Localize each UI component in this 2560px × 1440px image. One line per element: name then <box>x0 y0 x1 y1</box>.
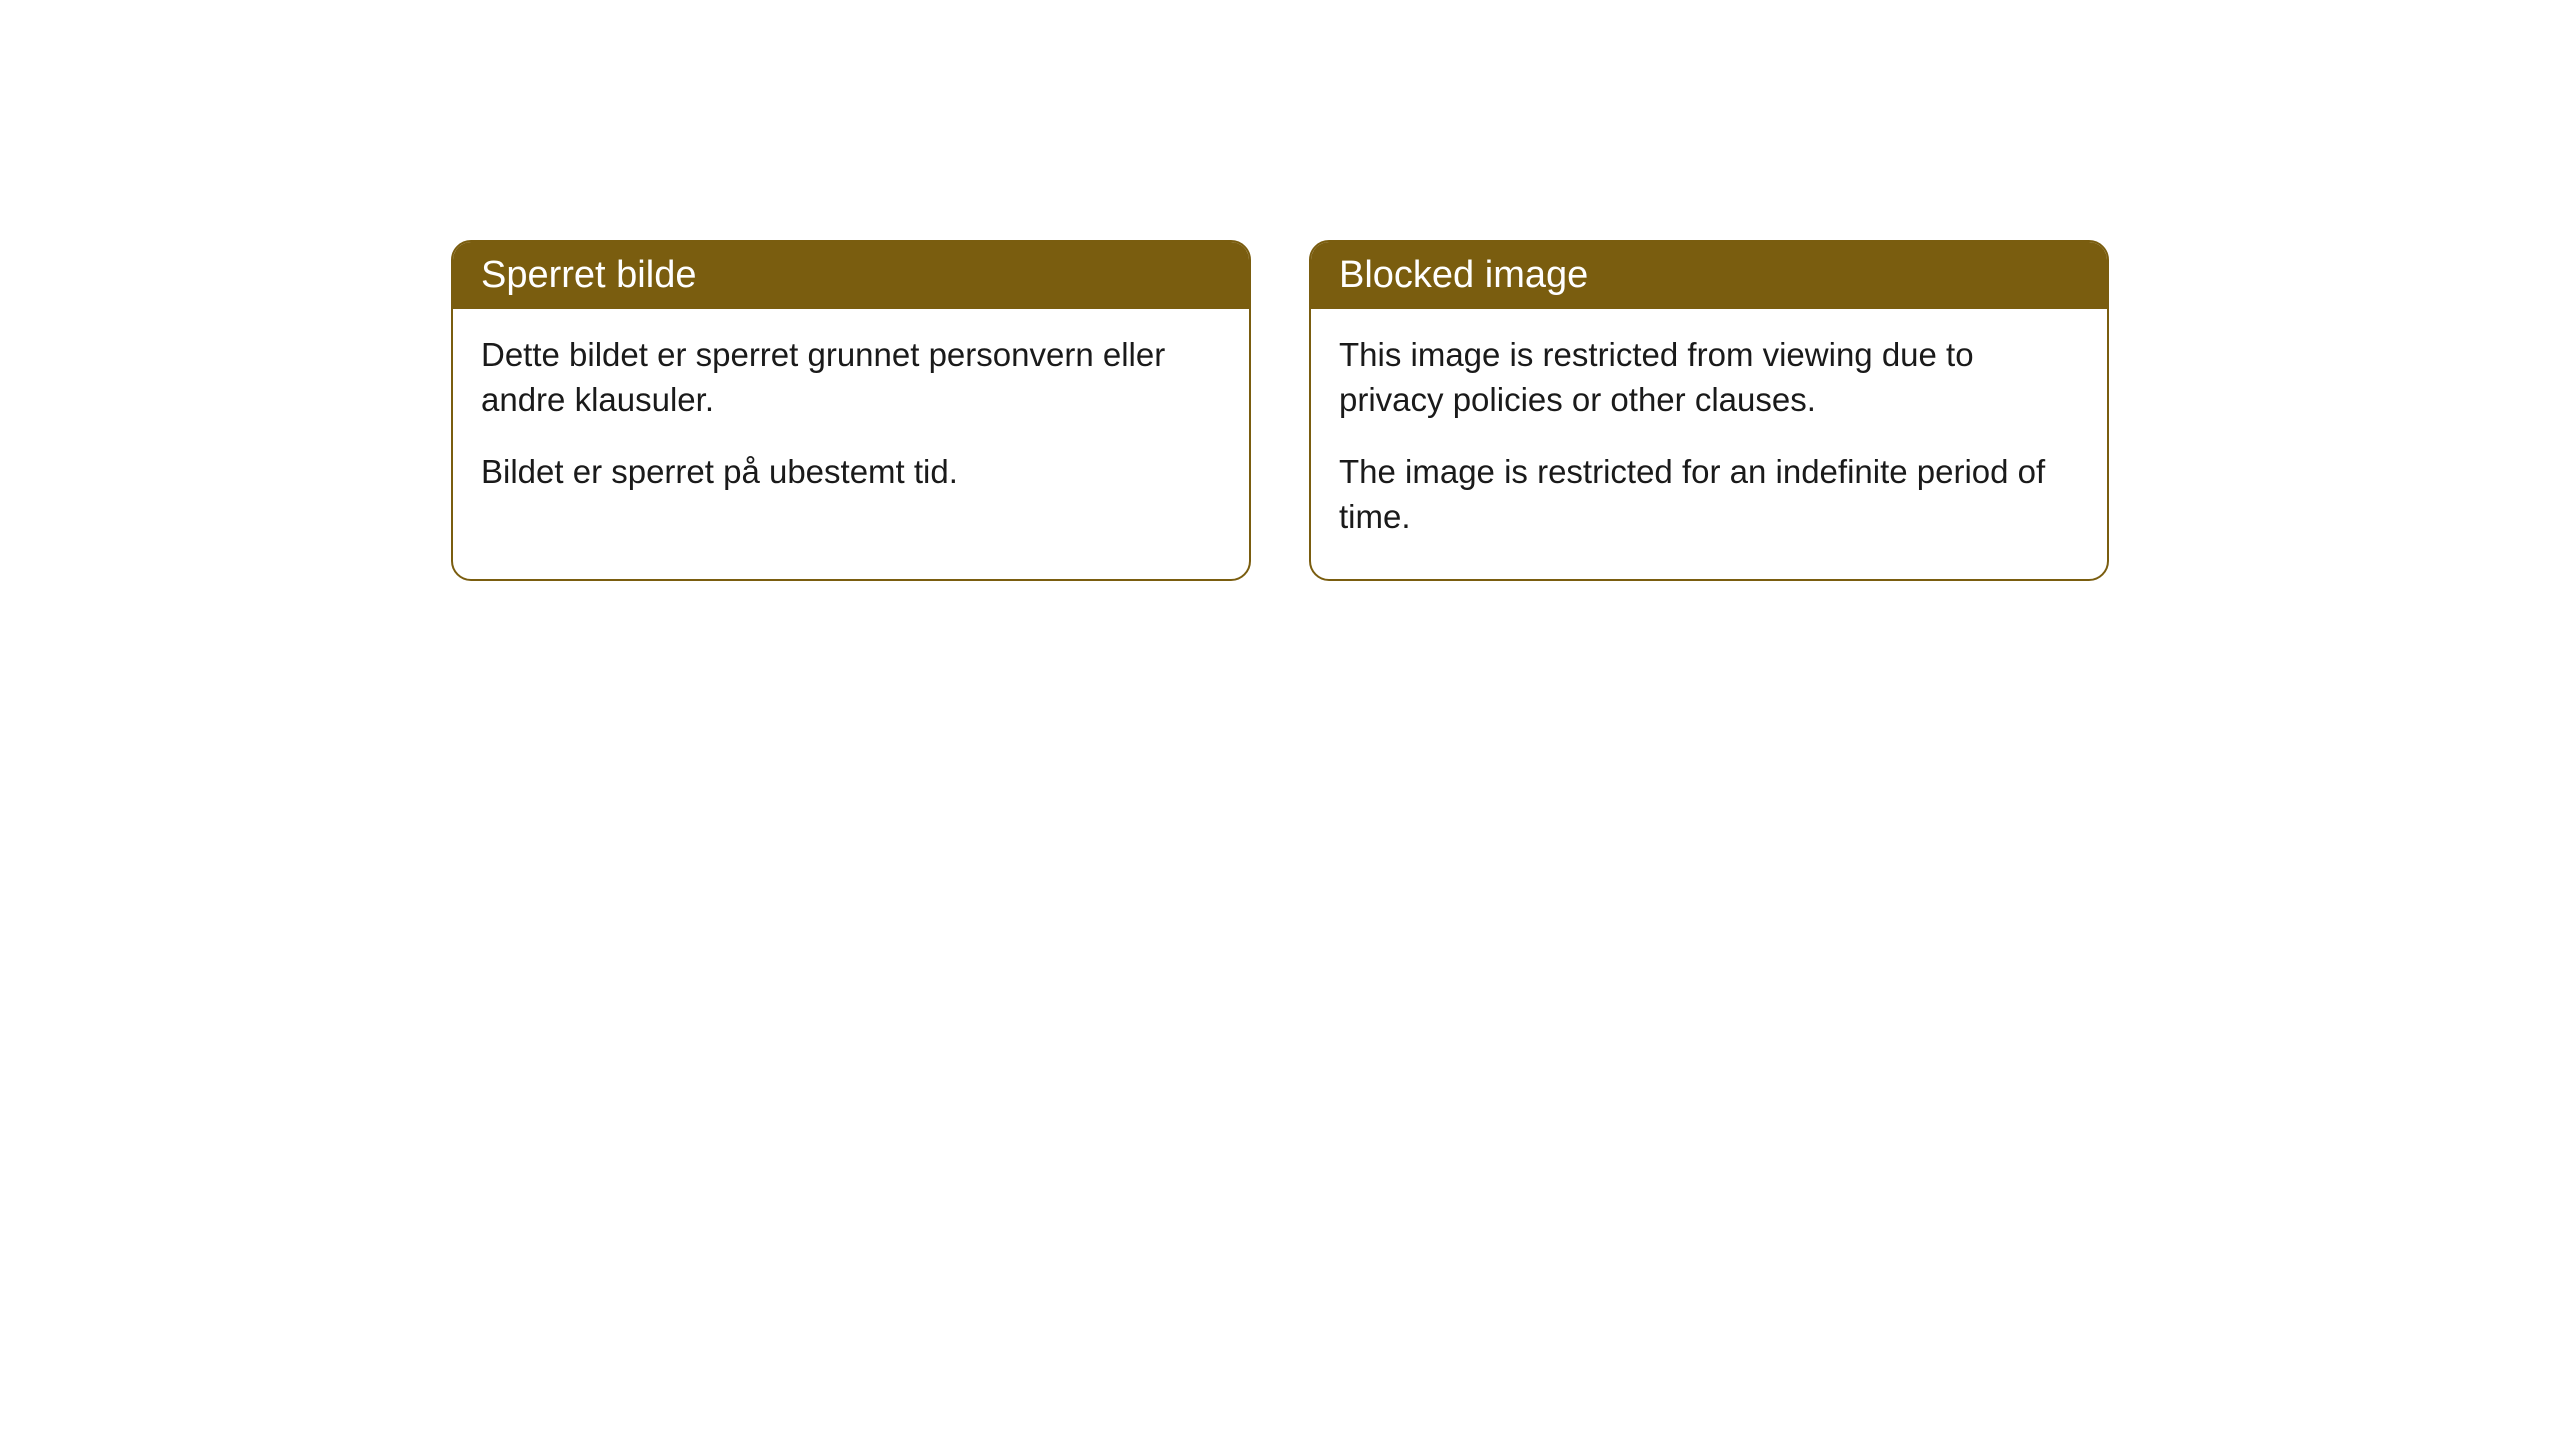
card-norwegian: Sperret bilde Dette bildet er sperret gr… <box>451 240 1251 581</box>
card-paragraph-1: Dette bildet er sperret grunnet personve… <box>481 333 1221 422</box>
card-header-english: Blocked image <box>1311 242 2107 309</box>
card-english: Blocked image This image is restricted f… <box>1309 240 2109 581</box>
cards-container: Sperret bilde Dette bildet er sperret gr… <box>451 240 2109 581</box>
card-paragraph-2: The image is restricted for an indefinit… <box>1339 450 2079 539</box>
card-title: Blocked image <box>1339 254 1588 296</box>
card-body-english: This image is restricted from viewing du… <box>1311 309 2107 579</box>
card-paragraph-1: This image is restricted from viewing du… <box>1339 333 2079 422</box>
card-header-norwegian: Sperret bilde <box>453 242 1249 309</box>
card-paragraph-2: Bildet er sperret på ubestemt tid. <box>481 450 1221 495</box>
card-title: Sperret bilde <box>481 254 696 296</box>
card-body-norwegian: Dette bildet er sperret grunnet personve… <box>453 309 1249 535</box>
